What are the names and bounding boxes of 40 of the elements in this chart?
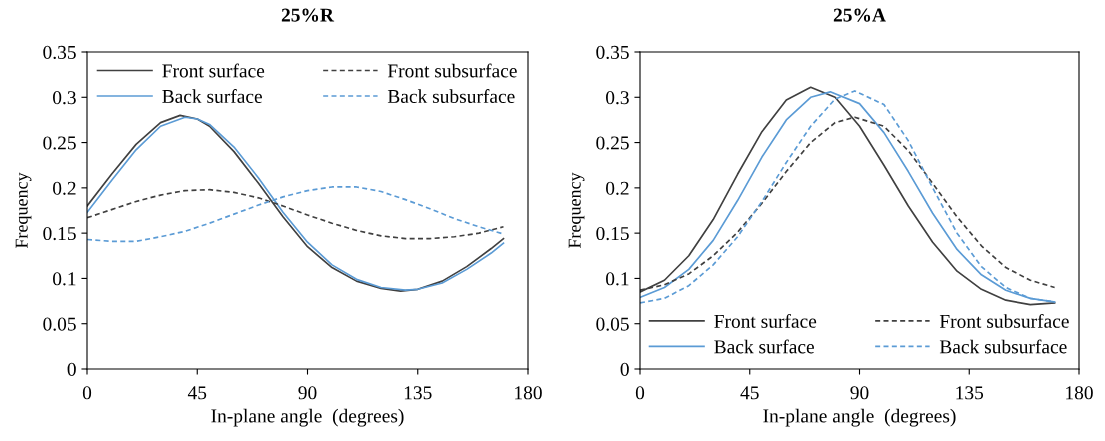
x-tick-label: 180 (1066, 386, 1093, 400)
x-tick-label: 0 (635, 386, 645, 400)
y-tick-label: 0.35 (596, 45, 629, 60)
y-tick-label: 0.3 (606, 91, 629, 105)
legend-label: Front subsurface (939, 313, 1069, 328)
legend-label: Front surface (162, 63, 265, 78)
y-tick-label: 0.3 (53, 91, 76, 105)
x-tick-label: 135 (956, 386, 984, 400)
x-tick-label: 90 (850, 386, 869, 400)
chart-title: 25%R (281, 8, 335, 22)
legend-label: Back subsurface (939, 339, 1067, 354)
y-tick-label: 0.2 (606, 181, 629, 195)
y-axis-title: Frequency (15, 172, 32, 249)
x-tick-label: 90 (298, 386, 317, 400)
legend-label: Back subsurface (387, 89, 515, 103)
y-tick-label: 0.25 (43, 136, 76, 150)
x-axis-title: In-plane angle (degrees) (763, 408, 956, 427)
x-tick-label: 135 (404, 386, 432, 400)
y-tick-label: 0.1 (606, 272, 629, 286)
chart-title: 25%A (833, 8, 886, 22)
y-tick-label: 0.15 (596, 226, 629, 241)
x-tick-label: 180 (515, 386, 542, 400)
x-tick-label: 45 (187, 386, 207, 400)
x-tick-label: 45 (740, 386, 759, 400)
y-tick-label: 0.05 (596, 317, 629, 331)
y-tick-label: 0.25 (596, 136, 629, 150)
x-axis-title: In-plane angle (degrees) (211, 408, 404, 427)
y-tick-label: 0 (67, 362, 76, 376)
y-tick-label: 0.2 (53, 181, 76, 195)
y-tick-label: 0.1 (53, 272, 76, 286)
y-tick-label: 0.15 (43, 226, 76, 241)
legend-label: Front subsurface (387, 63, 517, 78)
y-tick-label: 0 (620, 362, 629, 376)
y-tick-label: 0.05 (43, 317, 76, 331)
y-tick-label: 0.35 (43, 45, 76, 60)
legend-label: Back surface (162, 89, 262, 103)
legend-label: Front surface (714, 313, 817, 328)
y-axis-title: Frequency (568, 172, 585, 249)
x-tick-label: 0 (82, 386, 92, 400)
legend-label: Back surface (714, 339, 814, 354)
